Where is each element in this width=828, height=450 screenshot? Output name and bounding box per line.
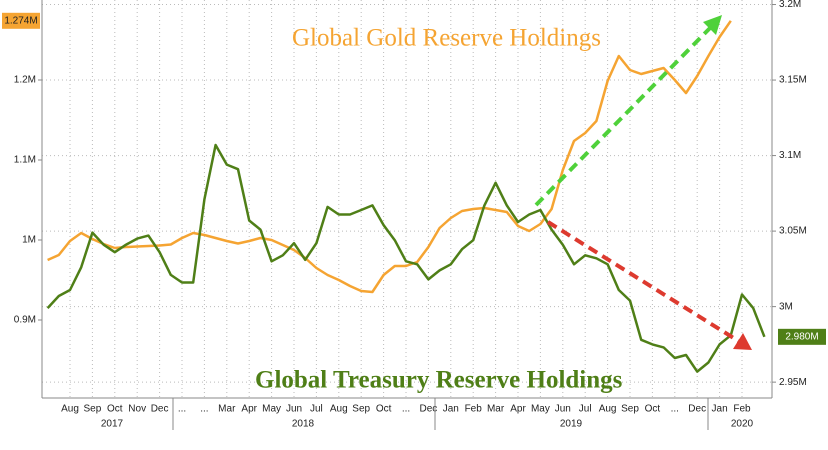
series-line bbox=[46, 143, 766, 373]
x-tick-label: Mar bbox=[487, 404, 505, 415]
x-tick-label: Aug bbox=[330, 404, 348, 415]
year-label: 2018 bbox=[292, 419, 315, 430]
y-tick-label: 0.9M bbox=[14, 315, 36, 326]
year-label: 2019 bbox=[560, 419, 583, 430]
x-tick-label: Sep bbox=[621, 404, 639, 415]
x-tick-label: ... bbox=[671, 404, 679, 415]
arrowhead-down bbox=[733, 333, 752, 350]
y2-tick-label: 3M bbox=[779, 301, 793, 312]
x-tick-label: Jul bbox=[579, 404, 592, 415]
y2-tick-label: 2.95M bbox=[779, 377, 807, 388]
x-tick-label: Apr bbox=[241, 404, 257, 415]
x-tick-label: Sep bbox=[84, 404, 102, 415]
x-tick-label: ... bbox=[402, 404, 410, 415]
x-tick-label: Jul bbox=[310, 404, 323, 415]
x-tick-label: Jun bbox=[286, 404, 302, 415]
y-tick-label: 1M bbox=[22, 235, 36, 246]
x-tick-label: ... bbox=[200, 404, 208, 415]
last-value-box bbox=[2, 12, 40, 29]
x-tick-label: Oct bbox=[107, 404, 123, 415]
annotation-treasury: Global Treasury Reserve Holdings bbox=[255, 367, 623, 394]
x-tick-label: Dec bbox=[151, 404, 169, 415]
y2-tick-label: 3.05M bbox=[779, 226, 807, 237]
x-tick-label: May bbox=[531, 404, 550, 415]
x-tick-label: Jun bbox=[555, 404, 571, 415]
y-tick-label: 1.1M bbox=[14, 155, 36, 166]
x-tick-label: Sep bbox=[352, 404, 370, 415]
y-tick-label: 1.2M bbox=[14, 75, 36, 86]
x-tick-label: Oct bbox=[645, 404, 661, 415]
year-label: 2017 bbox=[101, 419, 124, 430]
year-label: 2020 bbox=[731, 419, 754, 430]
x-tick-label: Feb bbox=[733, 404, 751, 415]
y2-tick-label: 3.2M bbox=[779, 0, 801, 10]
x-tick-label: Apr bbox=[510, 404, 526, 415]
x-tick-label: Jan bbox=[712, 404, 728, 415]
x-tick-label: May bbox=[262, 404, 281, 415]
y2-tick-label: 3.1M bbox=[779, 150, 801, 161]
grid bbox=[42, 0, 772, 398]
x-tick-label: Dec bbox=[688, 404, 706, 415]
annotation-gold: Global Gold Reserve Holdings bbox=[292, 25, 601, 52]
x-tick-label: Jan bbox=[443, 404, 459, 415]
lines bbox=[46, 20, 766, 373]
arrowhead-up bbox=[703, 15, 722, 35]
x-tick-label: Feb bbox=[465, 404, 483, 415]
x-tick-label: Mar bbox=[218, 404, 236, 415]
series-line bbox=[47, 20, 732, 294]
last-value-label: 1.274M bbox=[4, 15, 37, 26]
trend-arrow-up bbox=[534, 24, 714, 207]
y2-tick-label: 3.15M bbox=[779, 75, 807, 86]
trend-arrow-down bbox=[546, 220, 742, 344]
x-tick-label: Aug bbox=[599, 404, 617, 415]
x-tick-label: ... bbox=[178, 404, 186, 415]
last-value-label: 2.980M bbox=[785, 331, 818, 342]
x-tick-label: Dec bbox=[420, 404, 438, 415]
x-tick-label: Oct bbox=[376, 404, 392, 415]
x-tick-label: Nov bbox=[128, 404, 146, 415]
x-tick-label: Aug bbox=[61, 404, 79, 415]
last-value-box bbox=[778, 328, 826, 345]
